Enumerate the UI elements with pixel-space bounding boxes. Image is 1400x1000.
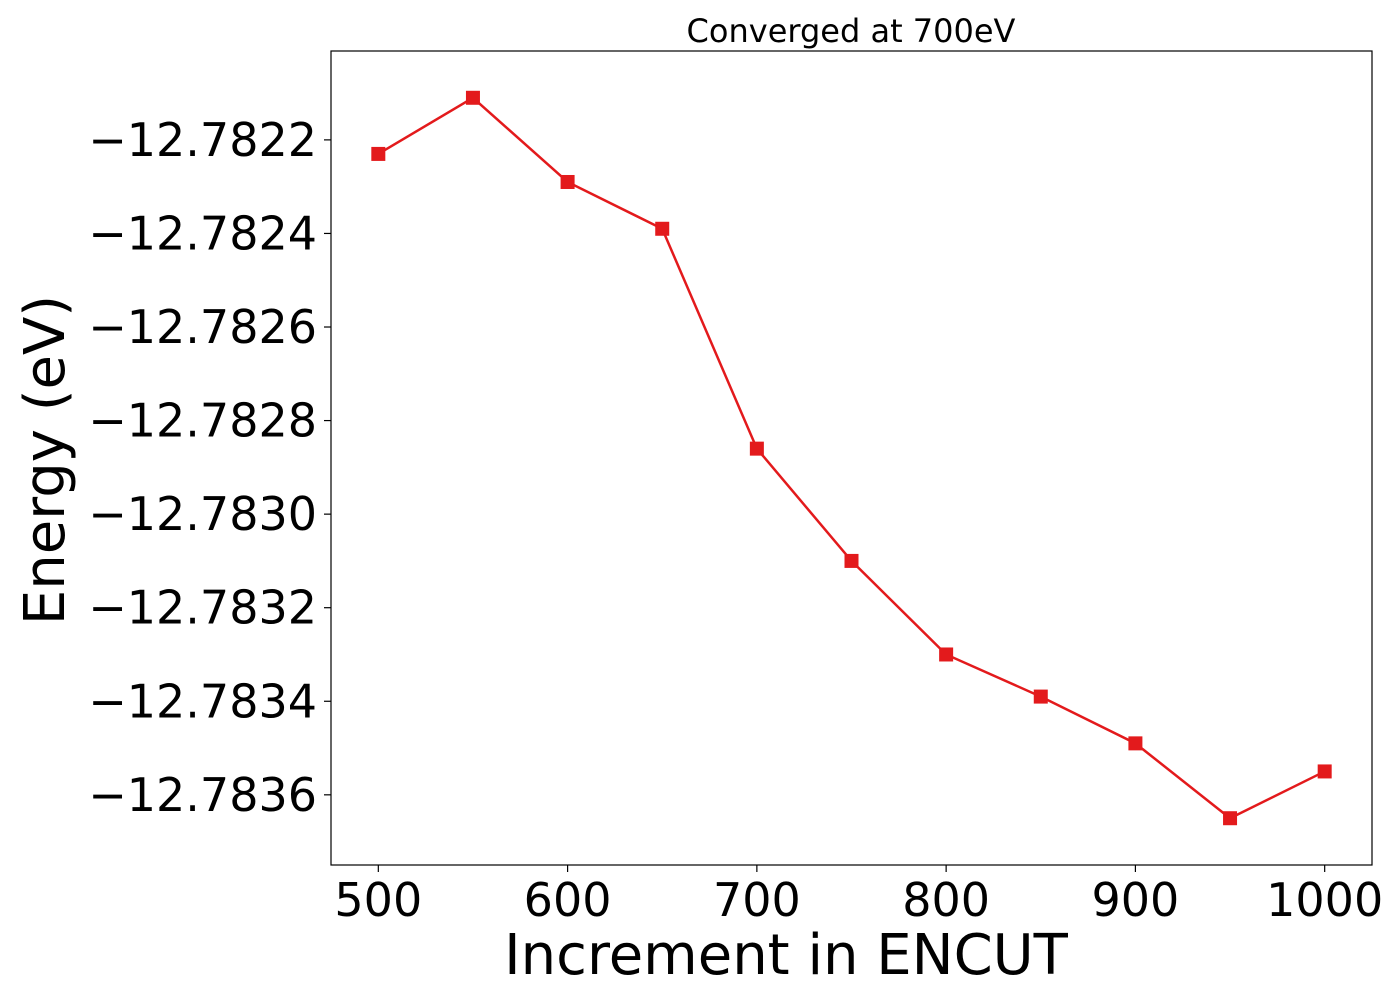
data-point [1033,689,1048,704]
data-point [939,647,954,662]
y-tick-label: −12.7832 [88,581,317,635]
data-point [371,146,386,161]
series-line [377,96,1326,820]
x-tick-label: 900 [1092,873,1180,927]
data-point [1128,736,1143,751]
data-point [1317,764,1332,779]
data-point [465,90,480,105]
y-tick-label: −12.7824 [88,206,317,260]
y-tick-label: −12.7828 [88,394,317,448]
y-axis-title: Energy (eV) [13,295,78,625]
y-tick-label: −12.7836 [88,768,317,822]
y-tick-label: −12.7822 [88,113,317,167]
x-tick-label: 700 [713,873,801,927]
data-point [560,174,575,189]
data-point [749,441,764,456]
series-markers [371,90,1332,826]
x-axis-title: Increment in ENCUT [504,923,1069,988]
y-tick-label: −12.7830 [88,487,317,541]
data-point [844,553,859,568]
plot-area-frame [330,50,1373,866]
data-point [1223,811,1238,826]
x-tick-label: 600 [524,873,612,927]
x-tick-label: 500 [334,873,422,927]
chart-title: Converged at 700eV [687,12,1016,50]
data-point [655,221,670,236]
x-axis: 500 600 700 800 900 1000 [334,865,1383,927]
y-axis: −12.7822 −12.7824 −12.7826 −12.7828 −12.7830… [88,113,331,822]
y-tick-label: −12.7826 [88,300,317,354]
x-tick-label: 800 [902,873,990,927]
y-tick-label: −12.7834 [88,674,317,728]
x-tick-label: 1000 [1266,873,1383,927]
